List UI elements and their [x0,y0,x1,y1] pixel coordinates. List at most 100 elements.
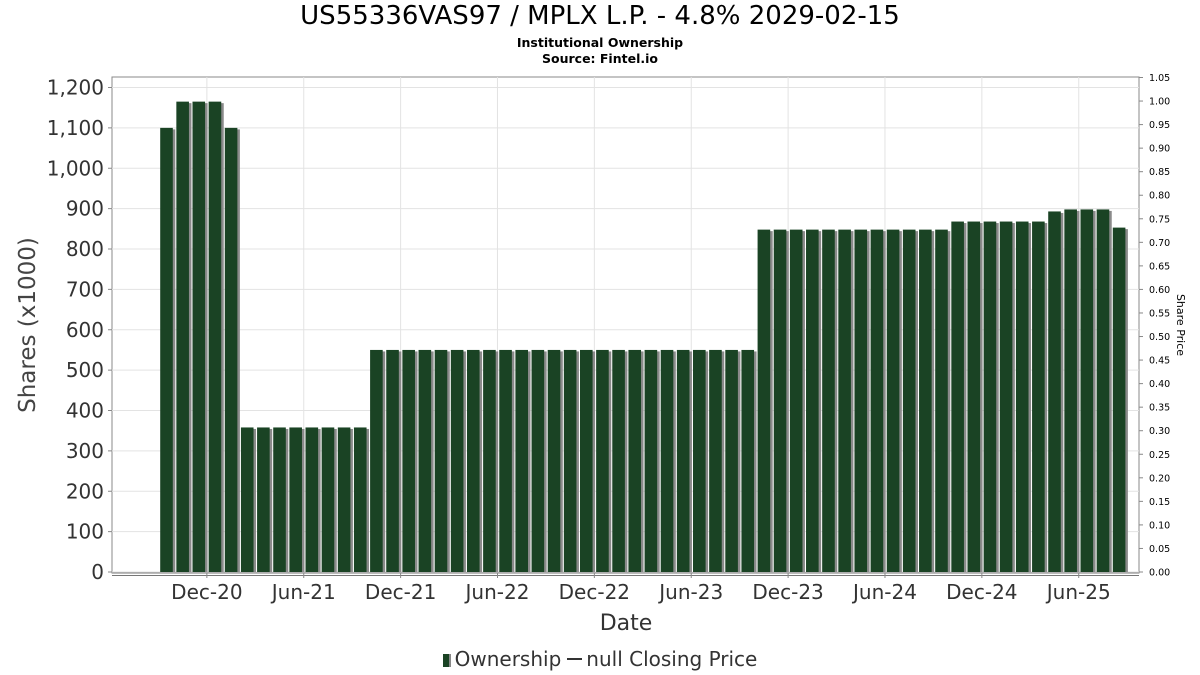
bar [596,349,609,572]
bar [999,221,1013,573]
bar [806,229,819,572]
bar [515,349,529,572]
bar [967,221,981,573]
x-tick-label: Jun-24 [851,580,917,604]
bar [450,349,464,572]
bar [741,349,755,572]
bar [305,427,319,572]
bar [579,349,593,572]
y-tick-label: 600 [66,318,104,342]
y2-tick-label: 0.95 [1149,120,1170,131]
bar [257,427,270,572]
y2-tick-label: 0.45 [1149,356,1170,367]
bar [628,349,642,572]
bar [208,101,222,572]
y2-tick-label: 0.20 [1149,473,1170,484]
y-tick-label: 900 [66,197,104,221]
y2-tick-label: 0.55 [1149,308,1170,319]
bar [370,349,383,572]
bar [499,349,512,572]
y2-tick-label: 0.05 [1149,544,1170,555]
bar [789,229,803,572]
y2-tick-label: 1.05 [1149,73,1170,84]
bar [563,349,577,572]
y-tick-label: 0 [91,560,104,584]
x-tick-label: Dec-23 [752,580,823,604]
x-tick-label: Dec-24 [946,580,1017,604]
y-tick-label: 1,000 [47,156,104,180]
y2-tick-label: 0.90 [1149,144,1170,155]
x-tick-label: Dec-20 [171,580,242,604]
bar [321,427,335,572]
y-tick-label: 300 [66,439,104,463]
bar [386,349,399,572]
bar [919,229,932,572]
bar [434,349,448,572]
y2-tick-label: 0.40 [1149,379,1170,390]
bar [935,229,948,572]
x-tick-label: Jun-21 [270,580,336,604]
bar [224,127,238,572]
bar [757,229,771,572]
bar [1064,209,1077,572]
y2-tick-label: 0.25 [1149,450,1170,461]
x-tick-label: Jun-23 [657,580,723,604]
y2-tick-label: 0.00 [1149,568,1170,579]
bar [1015,221,1029,573]
bar [773,229,787,572]
bar [644,349,658,572]
bar [1096,209,1110,572]
legend-label-closing-price: null Closing Price [586,647,758,671]
bar [1080,209,1094,572]
bar [531,349,545,572]
y-tick-label: 800 [66,237,104,261]
y2-tick-label: 1.00 [1149,97,1170,108]
bar [1032,221,1045,573]
bar [951,221,964,573]
chart-subtitle-source: Source: Fintel.io [542,51,658,66]
legend-swatch-ownership [442,654,451,667]
bar [160,127,173,572]
x-tick-label: Jun-25 [1045,580,1111,604]
y2-tick-label: 0.70 [1149,238,1170,249]
bar [547,349,561,572]
y2-tick-label: 0.35 [1149,403,1170,414]
y-axis-label: Shares (x1000) [15,237,41,413]
chart-legend: Ownership null Closing Price [0,647,1200,671]
y2-tick-label: 0.75 [1149,214,1170,225]
bar [1112,227,1126,572]
bar [693,349,706,572]
y-tick-label: 500 [66,358,104,382]
y2-tick-label: 0.60 [1149,285,1170,296]
chart-title: US55336VAS97 / MPLX L.P. - 4.8% 2029-02-… [300,1,900,31]
bar [838,229,851,572]
y2-tick-label: 0.80 [1149,191,1170,202]
y-tick-label: 100 [66,520,104,544]
bar [353,427,367,572]
y-tick-label: 1,200 [47,76,104,100]
y-tick-label: 200 [66,479,104,503]
bar [983,221,997,573]
bar [402,349,415,572]
bar [483,349,496,572]
bar [886,229,900,572]
y-tick-label: 1,100 [47,116,104,140]
bar [902,229,916,572]
bar [660,349,674,572]
legend-line-closing-price [567,658,583,660]
bar [725,349,738,572]
bar [176,101,189,572]
bar [854,229,868,572]
bar [466,349,480,572]
bar [676,349,690,572]
x-axis-label: Date [600,611,653,636]
x-tick-label: Dec-22 [559,580,630,604]
bar [870,229,884,572]
bar [337,427,351,572]
y-tick-label: 400 [66,399,104,423]
y2-axis-label: Share Price [1174,294,1187,356]
bar [418,349,432,572]
chart-subtitle-ownership: Institutional Ownership [516,35,684,50]
y2-tick-label: 0.65 [1149,261,1170,272]
